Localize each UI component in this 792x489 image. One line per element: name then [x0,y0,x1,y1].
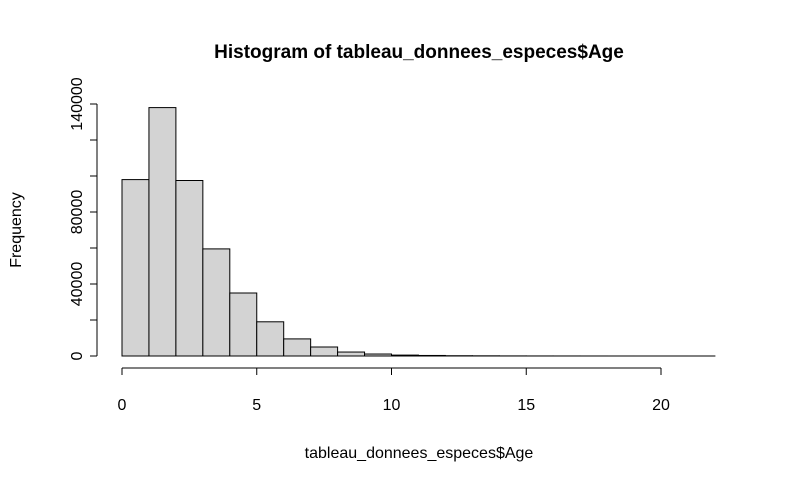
y-axis-label: Frequency [8,192,25,268]
x-tick-label: 5 [252,397,261,414]
bar [121,179,150,357]
y-tick-label: 140000 [69,77,86,130]
y-tick-label: 40000 [69,262,86,307]
bar [337,351,366,357]
chart-title: Histogram of tableau_donnees_especes$Age [214,42,624,63]
y-tick-label: 80000 [69,190,86,235]
x-tick-label: 15 [517,397,535,414]
bar [148,107,177,357]
x-tick-label: 20 [652,397,670,414]
bar [175,180,204,357]
bar [256,321,285,357]
bar [310,346,339,357]
bar [283,338,312,357]
bar [417,354,446,357]
x-tick-label: 10 [383,397,401,414]
bar [364,353,392,357]
bar [391,354,419,357]
bar [229,292,258,357]
x-tick-label: 0 [118,397,127,414]
x-axis-label: tableau_donnees_especes$Age [305,445,534,462]
bar [202,248,231,357]
y-tick-label: 0 [69,351,86,360]
